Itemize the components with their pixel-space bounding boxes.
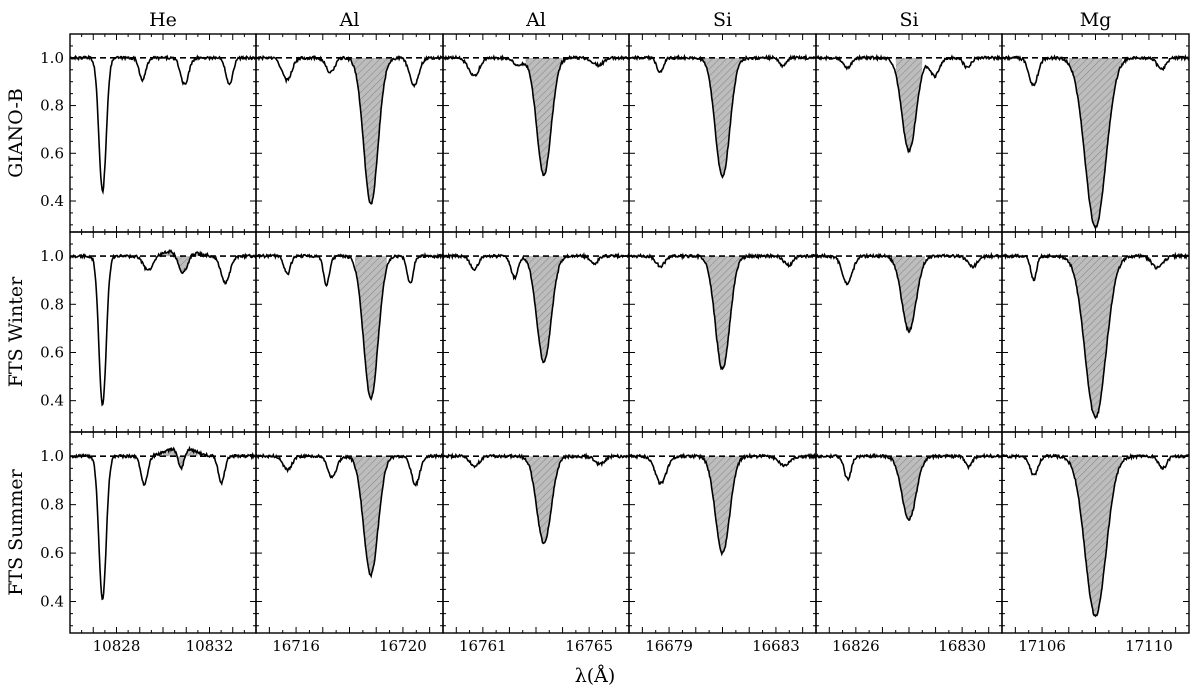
panel-1-5 (815, 33, 1003, 233)
panel-1-2 (255, 33, 444, 233)
panel-3-5: 16826 16830 (815, 431, 1003, 655)
y-tick-label: 1.0 (40, 49, 64, 67)
shaded-region-2-5 (890, 256, 925, 333)
shaded-region-2-1 (163, 250, 198, 274)
shaded-region-3-4 (698, 455, 747, 554)
row-label-1: GIANO-B (5, 88, 27, 178)
y-tick-label: 0.4 (40, 392, 64, 410)
spectrum-line-3-4 (628, 452, 817, 557)
panel-frame-3-2 (255, 431, 444, 634)
spectrum-line-3-5 (815, 452, 1003, 522)
y-tick-label: 0.6 (40, 343, 64, 361)
column-title-3: Al (525, 9, 546, 31)
shaded-region-1-5 (895, 57, 923, 152)
shaded-region-2-4 (698, 255, 747, 369)
shaded-region-1-3 (525, 57, 563, 176)
column-title-6: Mg (1080, 9, 1112, 31)
y-tick-label: 1.0 (40, 447, 64, 465)
panel-2-2 (255, 231, 444, 433)
x-tick-label: 10832 (186, 637, 234, 655)
shaded-region-3-1 (163, 448, 198, 469)
shaded-region-3-3 (522, 456, 566, 544)
column-title-5: Si (899, 9, 918, 31)
panel-3-1: 0.4 0.6 0.8 1.0 10828 10832 (40, 431, 257, 655)
shaded-region-3-6 (1068, 456, 1123, 616)
shaded-region-3-5 (887, 456, 931, 521)
spectrum-line-1-5 (815, 53, 1003, 154)
shaded-region-1-4 (698, 56, 747, 178)
shaded-region-2-6 (1068, 256, 1123, 418)
shaded-region-2-3 (525, 256, 563, 363)
row-label-3: FTS Summer (5, 468, 27, 595)
plot-root: He Al Al Si Si Mg GIANO-B FTS Winter FTS Summer 0… (5, 9, 1190, 655)
y-tick-label: 1.0 (40, 247, 64, 265)
spectrum-line-2-4 (628, 252, 817, 371)
spectrum-line-1-3 (442, 54, 630, 177)
y-tick-label: 0.6 (40, 544, 64, 562)
panel-2-3 (442, 231, 630, 433)
panel-3-4: 16679 16683 (628, 431, 817, 655)
x-tick-label: 16720 (379, 637, 427, 655)
column-title-2: Al (339, 9, 360, 31)
x-tick-label: 16765 (565, 637, 613, 655)
x-tick-label: 16679 (645, 637, 693, 655)
x-tick-label: 16826 (832, 637, 880, 655)
column-title-4: Si (713, 9, 732, 31)
spectrum-line-1-1 (69, 54, 256, 195)
spectrum-line-3-6 (1001, 452, 1190, 618)
panel-2-5 (815, 231, 1003, 433)
spectrum-line-2-6 (1001, 251, 1190, 420)
panel-2-4 (628, 231, 817, 433)
column-title-1: He (149, 9, 177, 31)
panel-1-6 (1001, 33, 1190, 233)
spectrum-line-1-2 (255, 54, 444, 205)
spectrum-line-1-4 (628, 53, 817, 180)
shaded-region-2-2 (354, 256, 387, 400)
panel-3-3: 16761 16765 (442, 431, 630, 655)
y-tick-label: 0.6 (40, 144, 64, 162)
shaded-region-1-6 (1068, 57, 1123, 229)
y-tick-label: 0.8 (40, 496, 64, 514)
row-label-2: FTS Winter (5, 276, 27, 387)
panel-1-1: 0.4 0.6 0.8 1.0 (40, 33, 257, 233)
x-tick-label: 16716 (272, 637, 320, 655)
spectrum-line-3-2 (255, 452, 444, 579)
x-tick-label: 16761 (459, 637, 507, 655)
panel-1-3 (442, 33, 630, 233)
spectrum-line-3-3 (442, 452, 630, 545)
shaded-region-3-2 (349, 456, 390, 577)
y-tick-label: 0.8 (40, 97, 64, 115)
y-tick-label: 0.4 (40, 192, 64, 210)
panel-3-2: 16716 16720 (255, 431, 444, 655)
panel-1-4 (628, 33, 817, 233)
spectrum-line-3-1 (69, 445, 257, 601)
panel-2-1: 0.4 0.6 0.8 1.0 (40, 231, 257, 433)
spectrum-line-2-1 (69, 249, 257, 407)
x-tick-label: 16683 (752, 637, 800, 655)
panel-frame-1-2 (255, 33, 444, 233)
y-tick-label: 0.8 (40, 295, 64, 313)
panel-2-6 (1001, 231, 1190, 433)
spectrum-line-2-2 (255, 252, 444, 402)
x-axis-label: λ(Å) (575, 665, 616, 687)
x-tick-label: 17106 (1018, 637, 1066, 655)
y-tick-label: 0.4 (40, 593, 64, 611)
spectrum-line-2-5 (815, 251, 1003, 334)
panel-3-6: 17106 17110 (1001, 431, 1190, 655)
shaded-region-1-2 (349, 57, 393, 204)
x-tick-label: 10828 (93, 637, 141, 655)
x-tick-label: 17110 (1125, 637, 1173, 655)
x-tick-label: 16830 (938, 637, 986, 655)
spectrum-line-2-3 (442, 251, 630, 364)
